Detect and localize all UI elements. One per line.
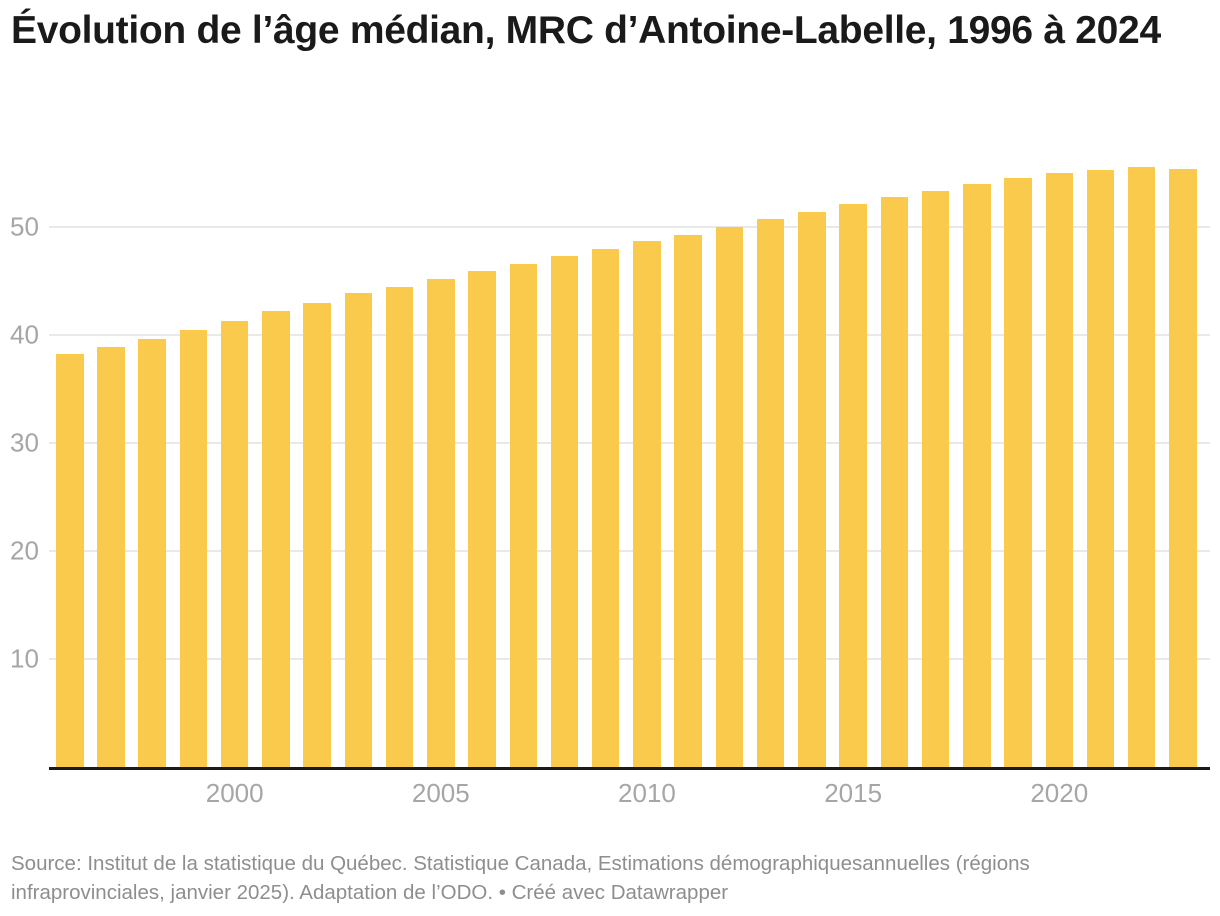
bar-2006[interactable] xyxy=(468,271,496,767)
bar-2014[interactable] xyxy=(798,211,826,767)
bar-2012[interactable] xyxy=(715,227,744,767)
bar-2018[interactable] xyxy=(963,183,991,767)
bar-2003[interactable] xyxy=(344,292,373,767)
gridline-50 xyxy=(49,226,1210,228)
bar-2019[interactable] xyxy=(1004,178,1032,767)
bar-2009[interactable] xyxy=(591,248,620,767)
y-tick-label-10: 10 xyxy=(10,643,39,674)
x-tick-label-2010: 2010 xyxy=(618,778,676,808)
y-tick-label-40: 40 xyxy=(10,319,39,350)
bar-1997[interactable] xyxy=(97,346,125,767)
bar-2008[interactable] xyxy=(550,256,579,767)
bar-2011[interactable] xyxy=(674,234,702,767)
source-note: Source: Institut de la statistique du Qu… xyxy=(11,852,1030,905)
y-tick-label-30: 30 xyxy=(10,427,39,458)
bar-2016[interactable] xyxy=(880,196,909,767)
bar-2007[interactable] xyxy=(509,263,538,767)
x-tick-label-2020: 2020 xyxy=(1030,778,1089,808)
bar-1999[interactable] xyxy=(179,329,208,767)
bar-2004[interactable] xyxy=(385,287,414,767)
gridline-10 xyxy=(49,658,1210,660)
bar-2005[interactable] xyxy=(427,278,455,767)
bar-2000[interactable] xyxy=(220,320,249,767)
y-tick-label-20: 20 xyxy=(10,535,39,566)
y-tick-label-50: 50 xyxy=(10,211,39,242)
bar-1996[interactable] xyxy=(56,354,84,767)
plot-area xyxy=(49,150,1210,770)
chart-title: Évolution de l’âge médian, MRC d’Antoine… xyxy=(11,9,1161,52)
bar-2002[interactable] xyxy=(303,302,331,767)
bar-2015[interactable] xyxy=(839,204,867,767)
bar-2020[interactable] xyxy=(1045,173,1074,767)
bar-2023[interactable] xyxy=(1169,168,1197,767)
gridline-20 xyxy=(49,550,1210,552)
x-tick-label-2015: 2015 xyxy=(824,778,883,808)
x-tick-label-2005: 2005 xyxy=(411,778,470,808)
bar-2017[interactable] xyxy=(921,191,950,767)
x-tick-label-2000: 2000 xyxy=(205,778,264,808)
gridline-30 xyxy=(49,442,1210,444)
bar-2021[interactable] xyxy=(1086,169,1115,767)
bar-2001[interactable] xyxy=(262,311,290,767)
bar-2022[interactable] xyxy=(1127,166,1156,767)
bar-2010[interactable] xyxy=(633,241,661,767)
bar-1998[interactable] xyxy=(138,339,166,767)
gridline-40 xyxy=(49,334,1210,336)
bar-2013[interactable] xyxy=(756,219,785,767)
